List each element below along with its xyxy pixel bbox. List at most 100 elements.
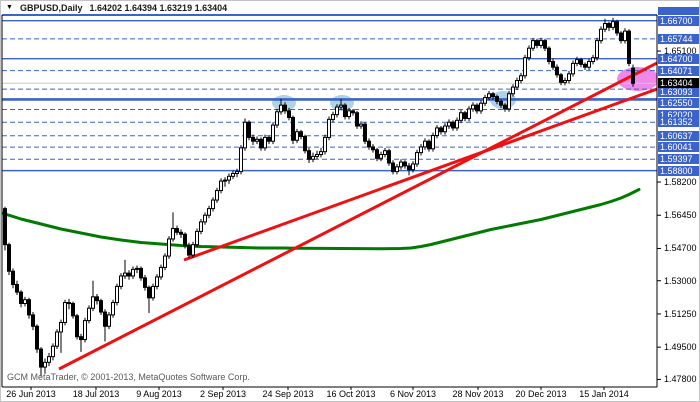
candle <box>271 122 275 145</box>
candle <box>219 178 223 194</box>
candle <box>375 147 379 162</box>
candle <box>295 128 299 144</box>
candle <box>235 168 239 178</box>
ohlc-values-label: 1.64202 1.64394 1.63219 1.63404 <box>89 3 228 13</box>
candle <box>159 264 163 280</box>
highlight-ellipse-pink[interactable] <box>617 67 659 91</box>
candle <box>179 229 183 239</box>
candle <box>471 102 475 112</box>
candle <box>339 99 343 110</box>
candle <box>579 57 583 68</box>
x-tick-label: 24 Sep 2013 <box>262 389 314 399</box>
current-price-label: 1.63404 <box>658 78 699 89</box>
y-tick-label: 1.53000 <box>664 275 697 286</box>
candle <box>83 317 87 343</box>
candle <box>567 70 571 84</box>
price-label-1.62020: 1.62020 <box>658 109 699 120</box>
candle <box>431 132 435 152</box>
candle <box>463 110 467 122</box>
candle <box>67 298 71 310</box>
symbol-period-label: GBPUSD,Daily <box>19 3 83 13</box>
candle <box>563 77 567 86</box>
copyright-watermark: GCM MetaTrader, © 2001-2013, MetaQuotes … <box>7 372 250 382</box>
symbol-dropdown-icon[interactable]: ▼ <box>6 4 13 11</box>
candle <box>155 274 159 290</box>
candle <box>111 299 115 318</box>
x-tick-label: 2 Sep 2013 <box>199 389 247 399</box>
candle <box>15 280 19 295</box>
candle <box>31 312 35 331</box>
candle <box>223 177 227 187</box>
candle <box>307 147 311 164</box>
candle <box>287 108 291 121</box>
candle <box>327 116 331 141</box>
candle <box>503 103 507 112</box>
price-label-clipped <box>658 7 699 15</box>
candle <box>527 45 531 61</box>
price-label-1.64071: 1.64071 <box>658 65 699 76</box>
candle <box>483 94 487 107</box>
candle <box>251 134 255 146</box>
candle <box>447 119 451 129</box>
candle <box>299 129 303 140</box>
candle <box>403 160 407 169</box>
candle <box>623 28 627 44</box>
candle <box>491 91 495 100</box>
candle <box>519 72 523 84</box>
candle <box>631 64 635 87</box>
candle <box>451 120 455 131</box>
candle <box>239 145 243 175</box>
price-label-1.60637: 1.60637 <box>658 130 699 141</box>
candle <box>543 38 547 52</box>
candle <box>583 62 587 71</box>
candle <box>131 266 135 279</box>
candle <box>359 121 363 129</box>
price-label-1.64700: 1.64700 <box>658 53 699 64</box>
candle <box>275 108 279 128</box>
candle <box>539 37 543 49</box>
candle <box>371 144 375 153</box>
candle <box>459 109 463 124</box>
highlight-ellipse-2[interactable] <box>330 95 354 111</box>
candle <box>115 283 119 306</box>
price-label-1.63093: 1.63093 <box>658 87 699 98</box>
trendline-steep[interactable] <box>58 61 657 371</box>
x-tick-label: 16 Oct 2013 <box>326 389 376 399</box>
candle <box>75 313 79 340</box>
candle <box>127 270 131 280</box>
price-label-1.61352: 1.61352 <box>658 117 699 128</box>
y-tick-label: 1.49500 <box>664 342 697 353</box>
candle <box>311 152 315 163</box>
candle <box>591 54 595 65</box>
candle <box>207 205 211 219</box>
candle <box>279 98 283 115</box>
x-tick-label: 26 Jun 2013 <box>6 389 56 399</box>
candle <box>495 94 499 105</box>
candle <box>79 333 83 352</box>
candle <box>135 265 139 274</box>
trendline-shallow[interactable] <box>183 87 657 262</box>
x-tick-label: 15 Jan 2014 <box>579 389 629 399</box>
x-tick-label: 18 Jul 2013 <box>72 389 120 399</box>
candle <box>63 299 67 326</box>
candle <box>367 138 371 150</box>
candle <box>291 115 295 145</box>
candle <box>87 305 91 324</box>
candle <box>119 273 123 290</box>
candle <box>611 17 615 31</box>
moving-average-line[interactable] <box>2 188 641 251</box>
candle <box>467 106 471 122</box>
candle <box>139 266 143 281</box>
candle <box>39 347 43 377</box>
candle <box>319 147 323 158</box>
y-tick-label: 1.54700 <box>664 243 697 254</box>
candle <box>187 242 191 258</box>
candle <box>555 64 559 78</box>
x-tick-label: 9 Aug 2013 <box>136 389 182 399</box>
candle <box>531 38 535 52</box>
candle <box>443 123 447 135</box>
candle <box>351 108 355 116</box>
candle <box>55 329 59 350</box>
candle <box>147 285 151 313</box>
candle <box>151 283 155 301</box>
